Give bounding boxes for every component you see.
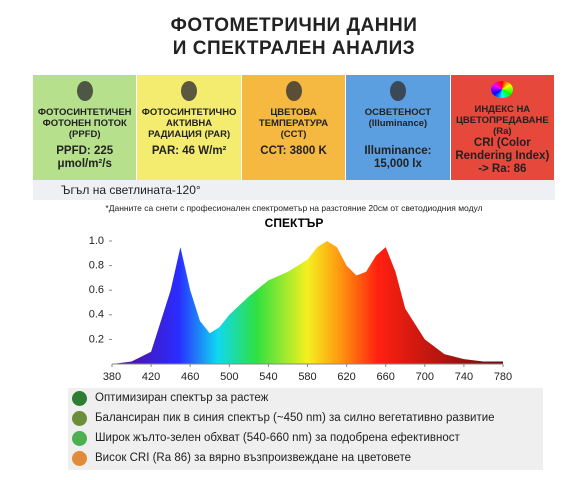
icon: [76, 81, 93, 101]
bullet-text: Оптимизиран спектър за растеж: [95, 392, 269, 404]
x-tick-label: 500: [220, 371, 238, 383]
icon: [181, 81, 198, 101]
bullet-icon: [72, 390, 87, 406]
spectrum-area: [112, 241, 503, 364]
y-tick-label: 1.0: [89, 235, 104, 247]
x-tick-label: 540: [259, 371, 277, 383]
y-tick-label: 0.2: [89, 333, 104, 345]
x-tick-label: 380: [103, 371, 121, 383]
card: ЦВЕТОВА ТЕМПЕРАТУРА (CCT) CCT: 3800 K: [241, 75, 347, 180]
x-tick-label: 420: [142, 371, 160, 383]
bullet-text: Балансиран пик в синия спектър (~450 nm)…: [95, 412, 495, 424]
title: ФОТОМЕТРИЧНИ ДАННИ: [170, 15, 418, 36]
card-label: ФОТОСИНТЕТИЧЕН ФОТОНЕН ПОТОК (PPFD): [37, 107, 132, 140]
bullet: Оптимизиран спектър за растеж: [68, 388, 543, 408]
angle: Ъгъл на светлината-120°: [33, 180, 555, 200]
x-tick-label: 700: [416, 371, 434, 383]
bullets: Оптимизиран спектър за растеж Балансиран …: [68, 388, 543, 470]
bullet-icon: [72, 450, 87, 466]
bullet-icon: [72, 430, 87, 446]
card: ИНДЕКС НА ЦВЕТОПРЕДАВАНЕ (Ra) CRI (Color …: [450, 75, 556, 180]
card-label: ИНДЕКС НА ЦВЕТОПРЕДАВАНЕ (Ra): [455, 104, 549, 137]
card-value: CRI (Color Rendering Index) -> Ra: 86: [455, 137, 550, 175]
x-tick-label: 580: [298, 371, 316, 383]
card-value: PAR: 46 W/m²: [151, 145, 227, 157]
card: ФОТОСИНТЕТИЧЕН ФОТОНЕН ПОТОК (PPFD) PPFD:…: [33, 75, 138, 180]
card: ОСВЕТЕНОСТ (Illuminance) Illuminance: 15,…: [346, 75, 451, 180]
card-value: PPFD: 225 μmol/m²/s: [56, 145, 114, 170]
x-tick-label: 660: [377, 371, 395, 383]
card-label: ФОТОСИНТЕТИЧНО АКТИВНА РАДИАЦИЯ (PAR): [141, 107, 237, 140]
bullet-text: Широк жълто-зелен обхват (540-660 nm) за…: [95, 432, 460, 444]
card-label: ЦВЕТОВА ТЕМПЕРАТУРА (CCT): [258, 107, 329, 140]
bullet: Висок CRI (Ra 86) за вярно възпроизвежда…: [68, 448, 543, 468]
icon: [491, 81, 514, 98]
bullet: Балансиран пик в синия спектър (~450 nm)…: [68, 408, 543, 428]
y-tick-label: 0.6: [89, 284, 104, 296]
x-tick-label: 620: [337, 371, 355, 383]
title: И СПЕКТРАЛЕН АНАЛИЗ: [172, 38, 416, 59]
bullet-text: Висок CRI (Ra 86) за вярно възпроизвежда…: [95, 452, 412, 464]
note: *Данните са снети с професионален спектр…: [105, 203, 483, 213]
bullet: Широк жълто-зелен обхват (540-660 nm) за…: [68, 428, 543, 448]
card: ФОТОСИНТЕТИЧНО АКТИВНА РАДИАЦИЯ (PAR) PAR…: [137, 75, 242, 180]
x-tick-label: 460: [181, 371, 199, 383]
chart-title: СПЕКТЪР: [264, 216, 324, 230]
card-label: ОСВЕТЕНОСТ (Illuminance): [364, 107, 432, 129]
x-tick-label: 780: [494, 371, 512, 383]
cards: ФОТОСИНТЕТИЧЕН ФОТОНЕН ПОТОК (PPFD) PPFD:…: [33, 75, 556, 180]
icon: [285, 81, 302, 101]
card-value: CCT: 3800 K: [260, 145, 327, 157]
y-tick-label: 0.4: [89, 309, 104, 321]
chart: 1.0 0.8 0.6 0.4 0.2 380 420 460 500 540 580 620 660 7…: [89, 235, 512, 383]
icon: [389, 81, 406, 101]
bullet-icon: [72, 410, 87, 426]
y-tick-label: 0.8: [89, 260, 104, 272]
x-tick-label: 740: [455, 371, 473, 383]
card-value: Illuminance: 15,000 lx: [364, 145, 432, 170]
